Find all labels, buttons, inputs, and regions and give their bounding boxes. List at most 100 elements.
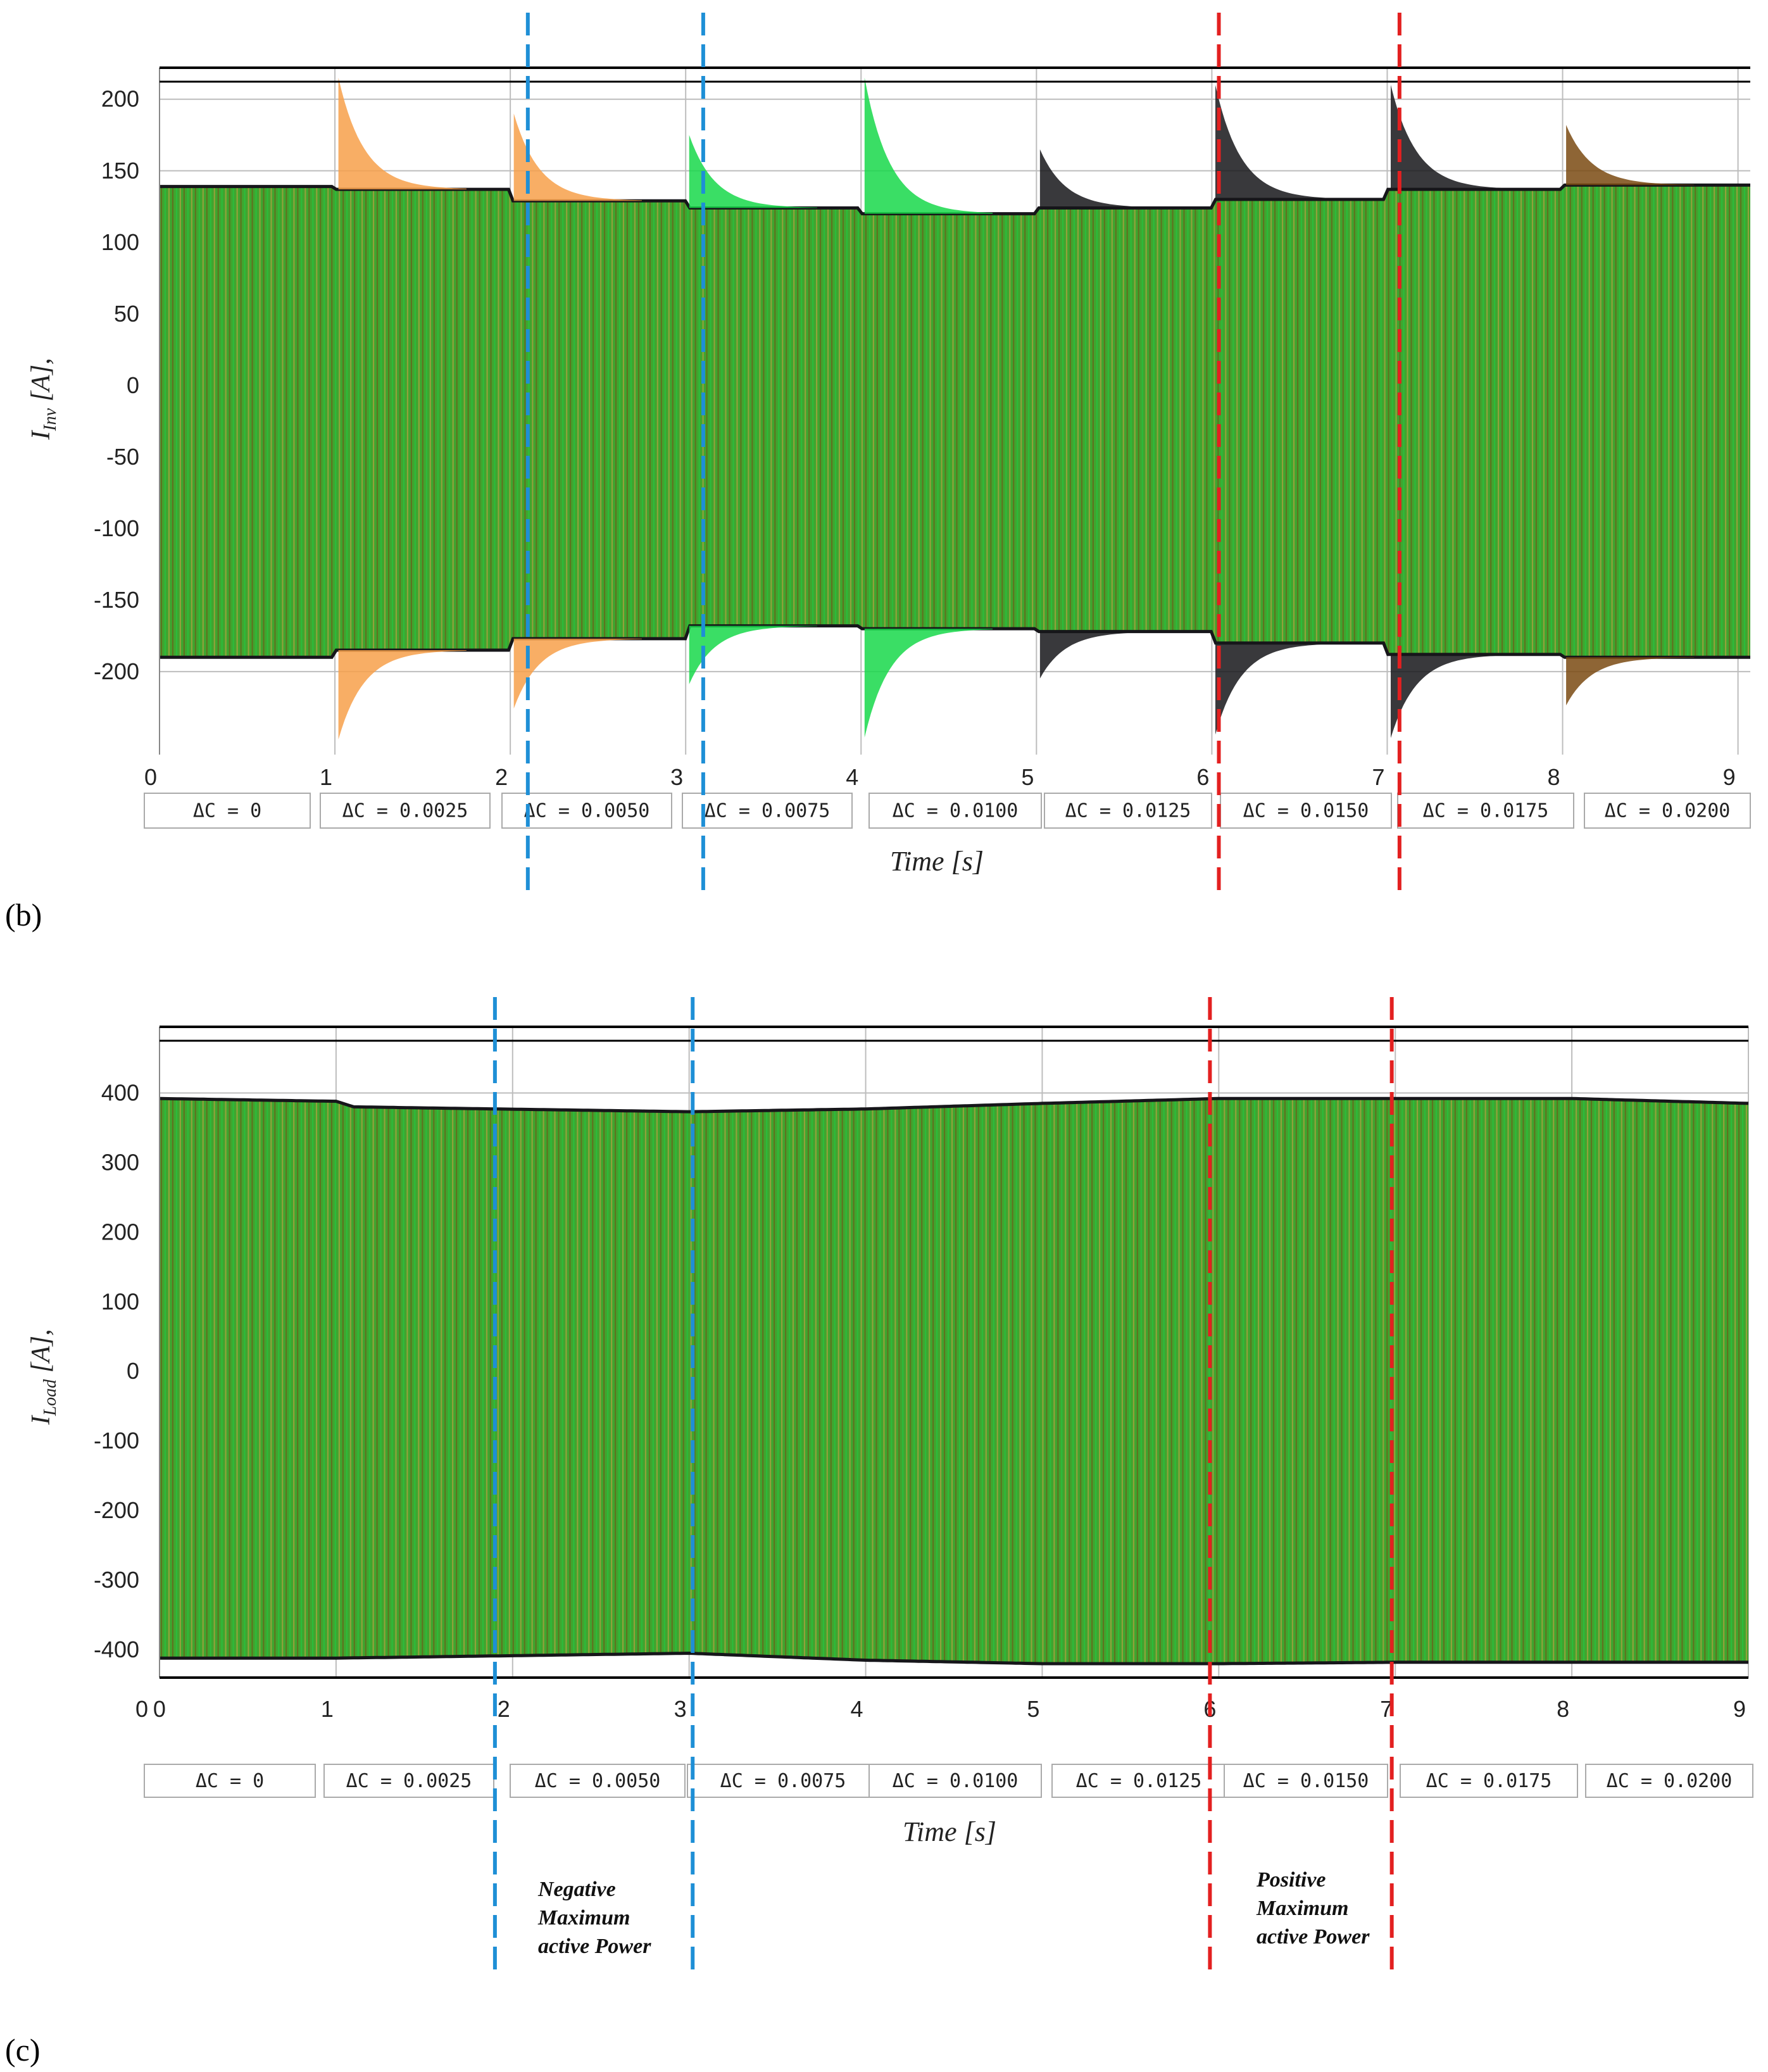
delta-c-label: ΔC = 0.0025 <box>342 800 468 822</box>
delta-c-box <box>1051 1764 1226 1798</box>
delta-c-box <box>1584 793 1751 829</box>
transient-spike-lower <box>1039 631 1169 679</box>
waveform-b <box>160 77 1750 740</box>
delta-c-label: ΔC = 0 <box>193 800 261 822</box>
delta-c-box <box>1400 1764 1578 1798</box>
x-axis-label-b: Time [s] <box>890 846 984 877</box>
x-ticks-b: 0 1 2 3 4 5 6 7 8 9 <box>144 764 1736 790</box>
y-ticks-c: 400 300 200 100 0 -100 -200 -300 -400 <box>94 1079 139 1662</box>
y-tick-label: -200 <box>94 658 139 684</box>
delta-c-labels-c: ΔC = 0 ΔC = 0.0025 ΔC = 0.0050 ΔC = 0.0075 Δ… <box>144 1764 1753 1798</box>
delta-c-box <box>320 793 491 829</box>
delta-c-label: ΔC = 0.0175 <box>1426 1770 1552 1792</box>
delta-c-label: ΔC = 0.0150 <box>1243 800 1369 822</box>
delta-c-box <box>144 1764 316 1798</box>
x-tick-label: 1 <box>321 1696 334 1722</box>
transient-spike-upper <box>1215 85 1344 199</box>
y-tick-label: 150 <box>101 158 139 184</box>
delta-c-box <box>1224 1764 1388 1798</box>
transient-spike-lower <box>689 625 818 684</box>
x-tick-label: 4 <box>851 1696 863 1722</box>
x-tick-label: 5 <box>1021 764 1034 790</box>
delta-c-label: ΔC = 0.0025 <box>346 1770 472 1792</box>
x-tick-label: 2 <box>495 764 508 790</box>
y-tick-label: 200 <box>101 1219 139 1245</box>
delta-c-labels-b: ΔC = 0 ΔC = 0.0025 ΔC = 0.0050 ΔC = 0.0075 Δ… <box>144 793 1751 829</box>
frame-c <box>159 1026 1748 1679</box>
transient-spike-lower <box>513 638 642 709</box>
y-tick-label: -100 <box>94 515 139 541</box>
delta-c-box <box>868 793 1042 829</box>
annotation-negative-line3: active Power <box>538 1935 651 1958</box>
y-tick-label: 100 <box>101 229 139 255</box>
delta-c-label: ΔC = 0.0050 <box>535 1770 661 1792</box>
oscillation-stripes <box>160 185 1750 658</box>
transient-spike-upper <box>864 77 993 214</box>
y-tick-label: -300 <box>94 1567 139 1593</box>
annotation-negative-line2: Maximum <box>537 1906 630 1930</box>
delta-c-label: ΔC = 0.0075 <box>720 1770 846 1792</box>
x-tick-label: 0 <box>135 1696 148 1722</box>
x-tick-label: 9 <box>1733 1696 1746 1722</box>
delta-c-box <box>1585 1764 1753 1798</box>
annotation-negative-max-power: Negative Maximum active Power <box>537 1878 651 1958</box>
waveform-envelope <box>160 185 1750 658</box>
y-tick-label: 400 <box>101 1079 139 1105</box>
y-tick-label: -400 <box>94 1636 139 1662</box>
delta-c-box <box>1044 793 1212 829</box>
annotation-positive-line3: active Power <box>1257 1925 1370 1949</box>
dashed-markers-b <box>525 13 1401 893</box>
x-tick-label: 8 <box>1557 1696 1569 1722</box>
delta-c-box <box>868 1764 1042 1798</box>
x-axis-label-c: Time [s] <box>903 1816 996 1847</box>
waveform-envelope <box>160 1098 1748 1664</box>
x-tick-label: 3 <box>670 764 683 790</box>
x-tick-label: 1 <box>320 764 332 790</box>
delta-c-label: ΔC = 0.0125 <box>1065 800 1191 822</box>
x-tick-label: 2 <box>498 1696 510 1722</box>
y-tick-label: -150 <box>94 587 139 613</box>
x-tick-label: 0 <box>144 764 157 790</box>
delta-c-box <box>687 1764 879 1798</box>
x-tick-label: 8 <box>1548 764 1560 790</box>
x-tick-label: 5 <box>1027 1696 1039 1722</box>
y-tick-label: 100 <box>101 1288 139 1314</box>
transient-spike-upper <box>338 77 467 190</box>
delta-c-label: ΔC = 0.0200 <box>1607 1770 1733 1792</box>
delta-c-label: ΔC = 0.0200 <box>1605 800 1731 822</box>
y-axis-label-b: IInv [A], <box>27 358 60 440</box>
x-tick-label: 4 <box>846 764 858 790</box>
transient-spike-lower <box>864 629 993 738</box>
transient-spike-upper <box>1566 125 1695 185</box>
delta-c-label: ΔC = 0.0100 <box>893 800 1019 822</box>
waveform-c <box>159 1096 1749 1666</box>
oscillation-stripes <box>160 1098 1748 1664</box>
delta-c-label: ΔC = 0.0100 <box>893 1770 1019 1792</box>
annotation-negative-line1: Negative <box>537 1878 616 1901</box>
upper-envelope-trace <box>159 1096 1749 1114</box>
delta-c-label: ΔC = 0.0175 <box>1423 800 1549 822</box>
delta-c-box <box>501 793 672 829</box>
y-tick-label: 50 <box>114 301 139 327</box>
y-axis-label-c: ILoad [A], <box>27 1329 60 1426</box>
annotation-positive-line1: Positive <box>1256 1868 1326 1892</box>
x-tick-label: 7 <box>1372 764 1384 790</box>
delta-c-label: ΔC = 0.0125 <box>1076 1770 1202 1792</box>
transient-spike-upper <box>1039 149 1169 208</box>
frame-b <box>159 66 1750 755</box>
transient-spike-lower <box>1566 657 1695 706</box>
delta-c-label: ΔC = 0.0050 <box>524 800 650 822</box>
transient-spike-upper <box>513 113 642 201</box>
y-tick-label: 300 <box>101 1149 139 1175</box>
lower-envelope-trace <box>160 1651 1748 1666</box>
delta-c-label: ΔC = 0.0150 <box>1243 1770 1369 1792</box>
transient-spike-lower <box>1391 654 1519 738</box>
transient-spike-lower <box>338 650 467 740</box>
delta-c-box <box>144 793 311 829</box>
y-tick-label: 0 <box>127 372 139 398</box>
annotation-positive-line2: Maximum <box>1256 1897 1348 1920</box>
x-tick-label: 0 <box>153 1696 166 1722</box>
x-tick-label: 6 <box>1196 764 1209 790</box>
